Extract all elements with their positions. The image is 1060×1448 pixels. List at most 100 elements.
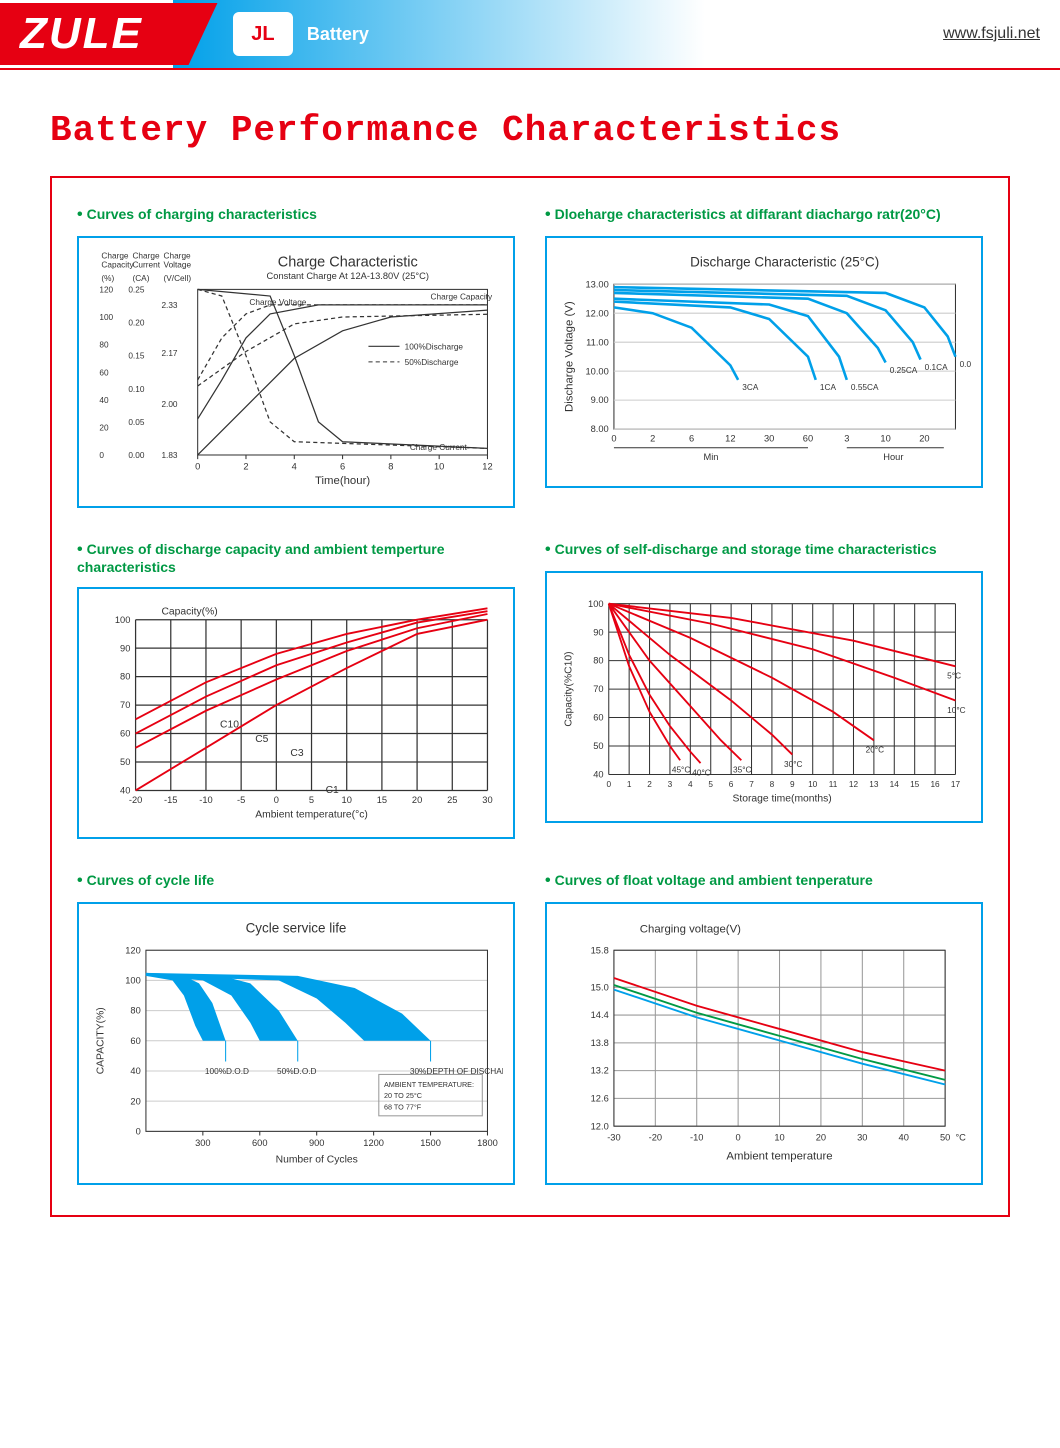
svg-text:5: 5	[708, 780, 713, 789]
svg-text:30: 30	[764, 434, 774, 444]
svg-text:40: 40	[130, 1066, 140, 1076]
svg-text:15.8: 15.8	[591, 945, 609, 955]
svg-text:0.15: 0.15	[128, 352, 144, 361]
svg-text:40: 40	[99, 396, 109, 405]
svg-text:3: 3	[668, 780, 673, 789]
svg-text:11.00: 11.00	[586, 337, 609, 347]
svg-text:15: 15	[910, 780, 920, 789]
svg-text:13.2: 13.2	[591, 1066, 609, 1076]
svg-text:60: 60	[120, 729, 130, 739]
svg-text:Hour: Hour	[883, 452, 903, 462]
svg-text:100%Discharge: 100%Discharge	[405, 342, 464, 351]
svg-text:0.05CA: 0.05CA	[960, 360, 971, 369]
svg-text:9.00: 9.00	[591, 395, 609, 405]
svg-text:2: 2	[650, 434, 655, 444]
svg-text:0.10: 0.10	[128, 385, 144, 394]
svg-text:60: 60	[99, 368, 109, 377]
svg-text:40: 40	[899, 1133, 909, 1143]
svg-text:0.55CA: 0.55CA	[851, 383, 879, 392]
svg-text:12.00: 12.00	[585, 308, 608, 318]
svg-text:0.20: 0.20	[128, 319, 144, 328]
svg-text:100%D.O.D: 100%D.O.D	[205, 1067, 249, 1076]
svg-text:C3: C3	[290, 748, 303, 759]
svg-text:100: 100	[99, 313, 113, 322]
svg-text:13.00: 13.00	[585, 279, 608, 289]
svg-text:Min: Min	[703, 452, 718, 462]
svg-text:50%Discharge: 50%Discharge	[405, 358, 459, 367]
svg-text:10.00: 10.00	[585, 366, 608, 376]
chart-5: Cycle service lifeCAPACITY(%)02040608010…	[77, 902, 515, 1185]
svg-text:12.0: 12.0	[591, 1121, 609, 1131]
svg-text:1800: 1800	[477, 1138, 498, 1148]
svg-text:60: 60	[803, 434, 813, 444]
svg-text:3: 3	[844, 434, 849, 444]
svg-text:Charge Capacity: Charge Capacity	[431, 293, 493, 302]
svg-text:0: 0	[611, 434, 616, 444]
svg-text:12.6: 12.6	[591, 1094, 609, 1104]
svg-text:600: 600	[252, 1138, 268, 1148]
svg-text:80: 80	[120, 672, 130, 682]
svg-text:70: 70	[120, 701, 130, 711]
svg-text:0: 0	[606, 780, 611, 789]
page-body: Battery Performance Characteristics Curv…	[0, 70, 1060, 1247]
svg-text:10: 10	[434, 461, 444, 471]
svg-text:50: 50	[593, 741, 603, 751]
svg-text:Capacity(%C10): Capacity(%C10)	[564, 652, 575, 727]
svg-text:30: 30	[857, 1133, 867, 1143]
svg-text:-20: -20	[649, 1133, 662, 1143]
svg-text:CAPACITY(%): CAPACITY(%)	[95, 1007, 106, 1074]
svg-text:0.00: 0.00	[128, 451, 144, 460]
svg-text:Charge Current: Charge Current	[410, 443, 468, 452]
svg-text:1CA: 1CA	[820, 383, 837, 392]
caption-1: Curves of charging characteristics	[77, 206, 515, 224]
caption-6: Curves of float voltage and ambient tenp…	[545, 872, 983, 890]
svg-text:25: 25	[447, 795, 457, 805]
svg-text:4: 4	[688, 780, 693, 789]
svg-text:10: 10	[342, 795, 352, 805]
svg-text:9: 9	[790, 780, 795, 789]
svg-text:120: 120	[125, 945, 141, 955]
svg-text:13: 13	[869, 780, 879, 789]
svg-text:100: 100	[588, 599, 604, 609]
svg-text:2.17: 2.17	[161, 349, 177, 358]
svg-text:0.25CA: 0.25CA	[890, 366, 918, 375]
svg-text:-15: -15	[164, 795, 177, 805]
website-url[interactable]: www.fsjuli.net	[943, 25, 1040, 43]
svg-text:3CA: 3CA	[742, 383, 759, 392]
svg-text:10°C: 10°C	[947, 706, 965, 715]
svg-text:20: 20	[412, 795, 422, 805]
svg-text:1200: 1200	[363, 1138, 384, 1148]
svg-text:Storage time(months): Storage time(months)	[732, 794, 831, 805]
svg-text:-10: -10	[199, 795, 212, 805]
svg-text:Discharge Characteristic (25°: Discharge Characteristic (25°C)	[690, 255, 879, 270]
svg-text:70: 70	[593, 685, 603, 695]
svg-text:20: 20	[99, 423, 109, 432]
svg-text:8: 8	[388, 461, 393, 471]
svg-text:Constant Charge At 12A-13.80V: Constant Charge At 12A-13.80V (25°C)	[267, 271, 429, 281]
svg-text:-30: -30	[607, 1133, 620, 1143]
svg-text:Capacity: Capacity	[101, 261, 134, 270]
svg-text:4: 4	[292, 461, 297, 471]
svg-text:20: 20	[130, 1096, 140, 1106]
svg-text:6: 6	[729, 780, 734, 789]
svg-text:80: 80	[593, 656, 603, 666]
svg-text:17: 17	[951, 780, 961, 789]
svg-text:50: 50	[120, 757, 130, 767]
svg-text:Ambient temperature(°c): Ambient temperature(°c)	[255, 810, 368, 821]
svg-text:11: 11	[829, 780, 838, 789]
svg-text:Charge: Charge	[132, 251, 160, 260]
svg-text:0: 0	[195, 461, 200, 471]
svg-text:Current: Current	[132, 261, 160, 270]
svg-text:5°C: 5°C	[947, 672, 961, 681]
svg-text:100: 100	[115, 615, 131, 625]
page-title: Battery Performance Characteristics	[50, 110, 1010, 151]
svg-text:0.05: 0.05	[128, 418, 144, 427]
svg-text:°C: °C	[955, 1133, 966, 1143]
svg-text:12: 12	[482, 461, 492, 471]
svg-text:20 TO 25°C: 20 TO 25°C	[384, 1091, 422, 1100]
svg-text:C1: C1	[326, 785, 339, 796]
svg-text:(V/Cell): (V/Cell)	[164, 274, 192, 283]
svg-text:15: 15	[377, 795, 387, 805]
svg-text:1.83: 1.83	[161, 451, 177, 460]
svg-text:8: 8	[770, 780, 775, 789]
